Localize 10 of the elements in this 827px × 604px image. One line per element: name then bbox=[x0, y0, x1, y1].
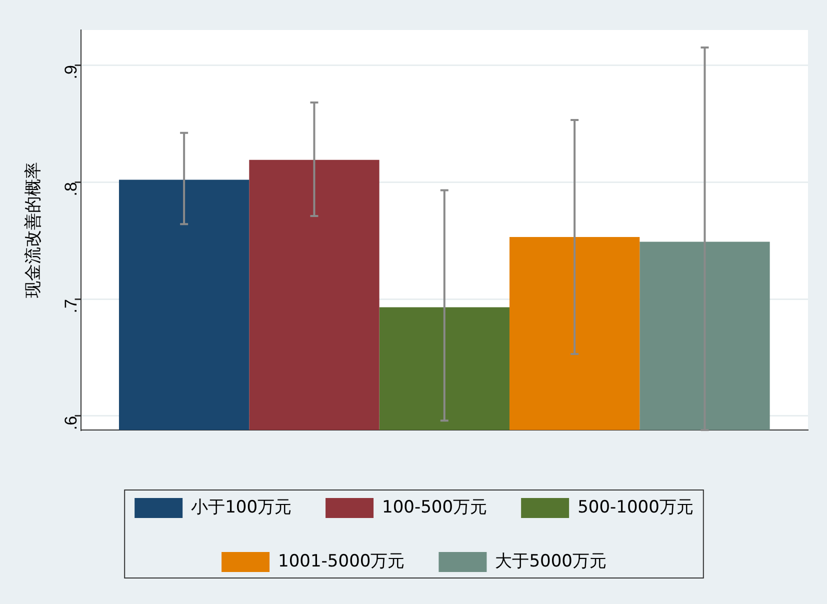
legend-label: 小于100万元 bbox=[191, 497, 292, 518]
y-tick-label: .9 bbox=[61, 65, 80, 80]
y-tick-label: .7 bbox=[61, 299, 80, 314]
legend-label: 500-1000万元 bbox=[578, 497, 694, 518]
legend-label: 大于5000万元 bbox=[495, 551, 606, 572]
y-tick-label: .6 bbox=[61, 416, 80, 430]
legend-label: 1001-5000万元 bbox=[278, 551, 405, 572]
y-axis-title: 现金流改善的概率 bbox=[24, 162, 44, 298]
legend-label: 100-500万元 bbox=[382, 497, 488, 518]
y-tick-label: .8 bbox=[61, 182, 80, 196]
